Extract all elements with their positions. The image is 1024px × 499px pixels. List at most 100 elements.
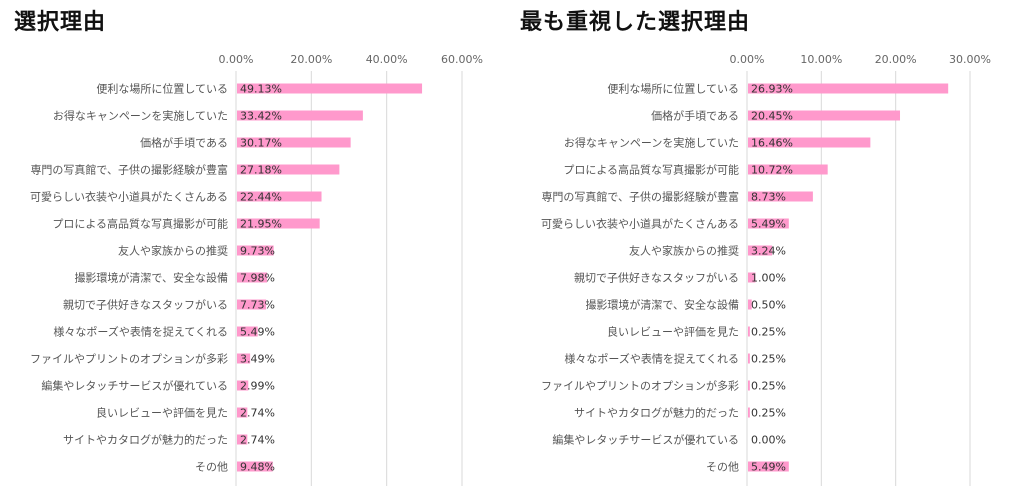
data-label-right: 20.45% (751, 110, 793, 123)
bar-left (237, 380, 249, 391)
data-label-right: 16.46% (751, 137, 793, 150)
category-label-left: 専門の写真館で、子供の撮影経験が豊富 (30, 163, 228, 177)
category-label-right: ファイルやプリントのオプションが多彩 (541, 379, 739, 393)
bar-left (237, 272, 268, 283)
bar-left (237, 137, 351, 148)
category-label-left: サイトやカタログが魅力的だった (63, 433, 228, 447)
bar-right (748, 326, 750, 337)
x-tick-label-left: 20.00% (290, 53, 332, 66)
category-label-left: 友人や家族からの推奨 (118, 244, 228, 258)
data-label-left: 2.99% (240, 380, 275, 393)
data-label-right: 5.49% (751, 461, 786, 474)
bar-right (748, 164, 828, 175)
bar-left (237, 434, 248, 445)
data-label-right: 10.72% (751, 164, 793, 177)
data-label-right: 0.25% (751, 407, 786, 420)
category-label-right: 可愛らしい衣装や小道具がたくさんある (541, 217, 739, 231)
category-label-right: 便利な場所に位置している (607, 82, 739, 96)
bar-left (237, 110, 363, 121)
data-label-left: 2.74% (240, 434, 275, 447)
category-label-left: 撮影環境が清潔で、安全な設備 (74, 271, 228, 285)
bar-right (748, 218, 789, 229)
bar-right (748, 299, 752, 310)
bar-right (748, 245, 773, 256)
category-label-right: サイトやカタログが魅力的だった (574, 406, 739, 420)
data-label-right: 0.50% (751, 299, 786, 312)
x-tick-label-left: 40.00% (366, 53, 408, 66)
x-tick-label-right: 30.00% (949, 53, 991, 66)
category-label-right: 編集やレタッチサービスが優れている (552, 433, 739, 447)
data-label-left: 27.18% (240, 164, 282, 177)
category-label-right: 様々なポーズや表情を捉えてくれる (564, 352, 739, 366)
category-label-right: プロによる高品質な写真撮影が可能 (563, 163, 739, 177)
category-label-right: 良いレビューや評価を見た (607, 325, 739, 339)
category-label-right: 価格が手頃である (651, 109, 739, 123)
data-label-right: 8.73% (751, 191, 786, 204)
category-label-left: お得なキャンペーンを実施していた (53, 109, 228, 123)
data-label-right: 5.49% (751, 218, 786, 231)
x-tick-label-left: 60.00% (441, 53, 483, 66)
bar-right (748, 272, 756, 283)
category-label-right: 友人や家族からの推奨 (629, 244, 739, 258)
bar-right (748, 83, 949, 94)
bar-left (237, 461, 273, 472)
bar-right (748, 407, 750, 418)
bar-right (748, 137, 871, 148)
category-label-right: お得なキャンペーンを実施していた (564, 136, 739, 150)
category-label-right: 親切で子供好きなスタッフがいる (574, 271, 739, 285)
data-label-right: 0.00% (751, 434, 786, 447)
bar-right (748, 191, 813, 202)
bar-left (237, 164, 340, 175)
x-tick-label-right: 0.00% (730, 53, 765, 66)
x-tick-label-right: 10.00% (800, 53, 842, 66)
data-label-left: 5.49% (240, 326, 275, 339)
data-label-left: 3.49% (240, 353, 275, 366)
data-label-right: 1.00% (751, 272, 786, 285)
x-tick-label-left: 0.00% (219, 53, 254, 66)
category-label-left: 親切で子供好きなスタッフがいる (63, 298, 228, 312)
bar-left (237, 407, 248, 418)
data-label-left: 22.44% (240, 191, 282, 204)
chart-title-right: 最も重視した選択理由 (520, 10, 751, 35)
data-label-right: 3.24% (751, 245, 786, 258)
bar-right (748, 461, 789, 472)
data-label-left: 7.73% (240, 299, 275, 312)
data-label-left: 33.42% (240, 110, 282, 123)
data-label-right: 0.25% (751, 353, 786, 366)
category-label-left: 便利な場所に位置している (96, 82, 228, 96)
category-label-right: その他 (706, 461, 739, 474)
category-label-left: プロによる高品質な写真撮影が可能 (52, 217, 228, 231)
data-label-left: 2.74% (240, 407, 275, 420)
bar-left (237, 299, 267, 310)
data-label-left: 30.17% (240, 137, 282, 150)
data-label-left: 9.48% (240, 461, 275, 474)
data-label-right: 0.25% (751, 380, 786, 393)
bar-right (748, 110, 901, 121)
bar-right (748, 380, 750, 391)
chart-title-left: 選択理由 (14, 10, 107, 35)
category-label-left: 良いレビューや評価を見た (96, 406, 228, 420)
bar-right (748, 353, 750, 364)
category-label-left: その他 (195, 461, 228, 474)
category-label-left: 編集やレタッチサービスが優れている (41, 379, 228, 393)
data-label-left: 9.73% (240, 245, 275, 258)
bar-left (237, 83, 423, 94)
bar-left (237, 191, 322, 202)
category-label-right: 撮影環境が清潔で、安全な設備 (585, 298, 739, 312)
data-label-left: 7.98% (240, 272, 275, 285)
category-label-left: 価格が手頃である (140, 136, 228, 150)
x-tick-label-right: 20.00% (875, 53, 917, 66)
category-label-left: 可愛らしい衣装や小道具がたくさんある (30, 190, 228, 204)
bar-left (237, 218, 320, 229)
data-label-right: 26.93% (751, 83, 793, 96)
bar-left (237, 326, 258, 337)
data-label-right: 0.25% (751, 326, 786, 339)
category-label-right: 専門の写真館で、子供の撮影経験が豊富 (541, 190, 739, 204)
category-label-left: 様々なポーズや表情を捉えてくれる (53, 325, 228, 339)
bar-left (237, 353, 251, 364)
data-label-left: 49.13% (240, 83, 282, 96)
bar-left (237, 245, 274, 256)
data-label-left: 21.95% (240, 218, 282, 231)
